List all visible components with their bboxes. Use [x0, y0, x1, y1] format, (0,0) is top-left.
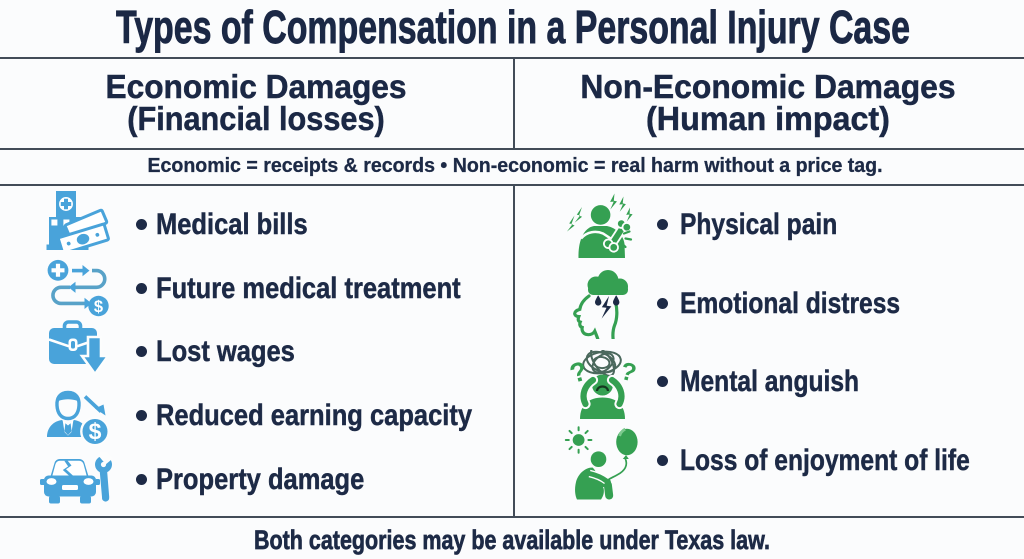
svg-text:$: $ [89, 419, 102, 445]
svg-text:$: $ [94, 298, 103, 316]
svg-text:?: ? [618, 357, 640, 388]
